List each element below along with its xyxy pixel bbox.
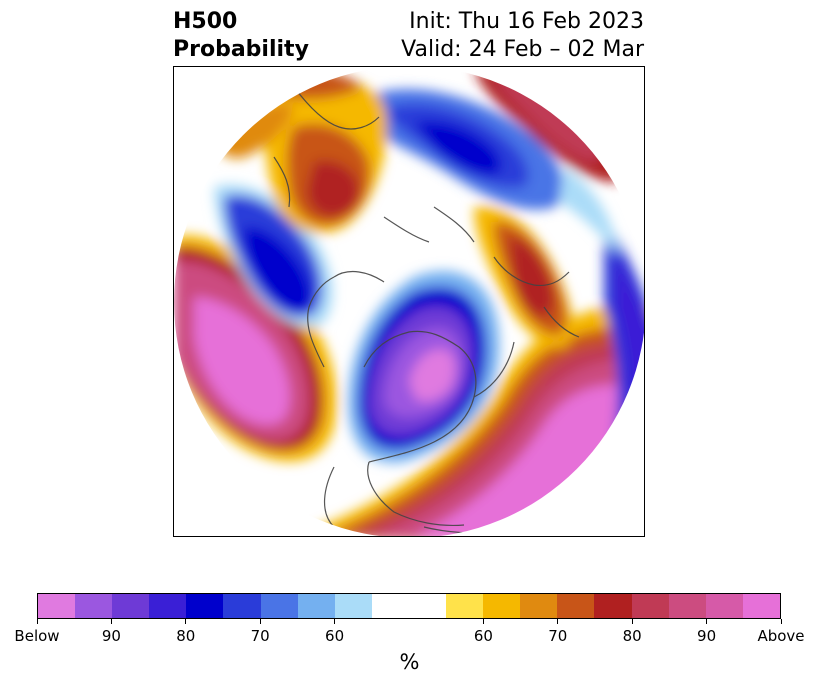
colorbar-cell: [557, 594, 595, 618]
colorbar-cell: [186, 594, 224, 618]
colorbar-tick-label: 60: [325, 627, 345, 645]
colorbar-tick: [334, 619, 336, 624]
colorbar-cell: [742, 594, 780, 618]
colorbar-tick: [780, 619, 782, 624]
colorbar-cell: [334, 594, 372, 618]
colorbar-cell: [371, 594, 409, 618]
colorbar-tick-label: 80: [176, 627, 196, 645]
valid-range: Valid: 24 Feb – 02 Mar: [401, 37, 644, 62]
title-right: Init: Thu 16 Feb 2023 Valid: 24 Feb – 02…: [401, 8, 644, 64]
colorbar-tick: [482, 619, 484, 624]
colorbar-cell: [520, 594, 558, 618]
colorbar-cell: [408, 594, 447, 618]
colorbar-tick-label: 80: [622, 627, 642, 645]
coastlines: [273, 86, 580, 534]
colorbar-tick-label: 90: [697, 627, 717, 645]
colorbar-cell: [223, 594, 261, 618]
colorbar-tick: [259, 619, 261, 624]
colorbar-cell: [705, 594, 743, 618]
colorbar-cell: [594, 594, 632, 618]
colorbar-tick: [36, 619, 38, 624]
colorbar-cell: [668, 594, 706, 618]
colorbar-cell: [297, 594, 335, 618]
colorbar-cell: [112, 594, 150, 618]
probability-map: [174, 67, 644, 536]
colorbar-tick-label: 90: [101, 627, 121, 645]
colorbar-tick: [110, 619, 112, 624]
colorbar-tick-label: Below: [14, 627, 60, 645]
init-date: Init: Thu 16 Feb 2023: [409, 9, 644, 34]
colorbar-cell: [149, 594, 187, 618]
colorbar-unit: %: [399, 650, 420, 674]
colorbar-tick: [631, 619, 633, 624]
colorbar-cell: [75, 594, 113, 618]
title-variable: H500: [173, 9, 238, 34]
colorbar-tick: [706, 619, 708, 624]
colorbar-cell: [483, 594, 521, 618]
map-panel: [173, 66, 645, 537]
map-disc: [174, 67, 644, 536]
colorbar-cell: [631, 594, 669, 618]
colorbar-tick-label: 70: [548, 627, 568, 645]
colorbar-tick: [185, 619, 187, 624]
colorbar-cell: [260, 594, 298, 618]
title-metric: Probability: [173, 37, 309, 62]
colorbar: [37, 593, 781, 619]
colorbar-cell: [38, 594, 76, 618]
colorbar-cell: [446, 594, 484, 618]
colorbar-tick-label: 60: [473, 627, 493, 645]
colorbar-tick: [557, 619, 559, 624]
colorbar-tick-label: 70: [250, 627, 270, 645]
colorbar-tick-label: Above: [757, 627, 805, 645]
title-left: H500 Probability: [173, 8, 309, 64]
colorbar-ticks: Below 90 80 70 60 60 70 80 90 Above: [0, 619, 819, 649]
